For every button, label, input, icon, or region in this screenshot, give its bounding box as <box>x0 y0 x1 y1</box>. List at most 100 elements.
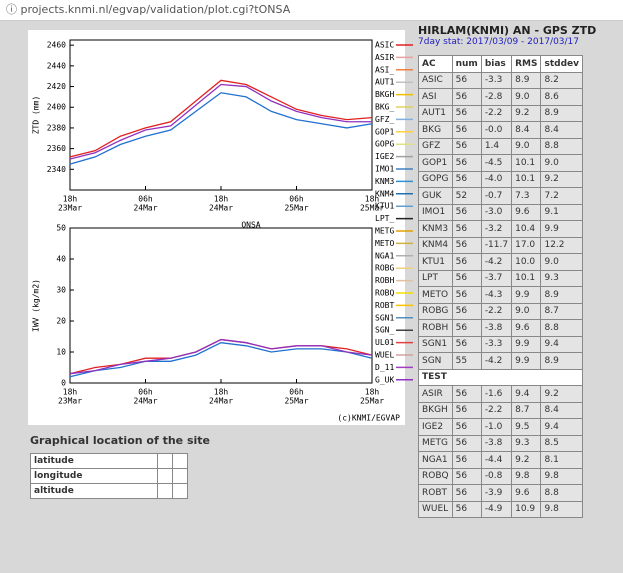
table-cell <box>158 469 172 483</box>
table-cell <box>173 454 187 468</box>
table-cell: 9.0 <box>512 138 541 154</box>
table-cell: 56 <box>452 485 481 501</box>
legend-label: KTU1 <box>375 202 394 211</box>
x-tick-date: 23Mar <box>58 397 82 406</box>
table-cell: -3.9 <box>481 485 512 501</box>
table-cell <box>158 484 172 498</box>
location-table: latitude longitude altitude <box>30 453 188 499</box>
table-cell: 9.1 <box>541 204 582 220</box>
table-cell: 56 <box>452 155 481 171</box>
table-cell: -2.2 <box>481 303 512 319</box>
table-row: GUK 52 -0.7 7.3 7.2 <box>419 188 582 204</box>
url[interactable]: projects.knmi.nl/egvap/validation/plot.c… <box>20 3 291 16</box>
series-line <box>69 79 373 158</box>
table-cell: 56 <box>452 89 481 105</box>
table-cell: TEST <box>419 369 582 385</box>
table-cell: 9.9 <box>512 287 541 303</box>
table-cell: bias <box>481 56 512 72</box>
legend-label: SGN1 <box>375 313 394 322</box>
stats-panel: HIRLAM(KNMI) AN - GPS ZTD 7day stat: 201… <box>418 24 620 518</box>
table-cell: 10.0 <box>512 254 541 270</box>
table-cell: 10.4 <box>512 221 541 237</box>
y-tick-label: 10 <box>56 348 66 357</box>
table-row: METO 56 -4.3 9.9 8.9 <box>419 287 582 303</box>
table-cell: ROBQ <box>419 468 452 484</box>
table-cell: 56 <box>452 270 481 286</box>
address-bar[interactable]: ⓘ projects.knmi.nl/egvap/validation/plot… <box>0 0 623 21</box>
table-cell: NGA1 <box>419 452 452 468</box>
table-cell: 56 <box>452 122 481 138</box>
x-tick-date: 24Mar <box>209 397 233 406</box>
legend-label: NGA1 <box>375 251 394 260</box>
table-row: AC num bias RMS stddev <box>419 56 582 72</box>
y-tick-label: 2420 <box>47 82 66 91</box>
table-cell: KTU1 <box>419 254 452 270</box>
table-cell: 56 <box>452 435 481 451</box>
table-cell: 8.4 <box>541 122 582 138</box>
legend-label: ROBQ <box>375 289 394 298</box>
table-cell: 10.1 <box>512 171 541 187</box>
y-tick-label: 2360 <box>47 144 66 153</box>
table-cell: -3.7 <box>481 270 512 286</box>
table-cell: BKG <box>419 122 452 138</box>
x-tick-date: 24Mar <box>133 204 157 213</box>
table-cell: 9.2 <box>512 452 541 468</box>
table-cell: 9.4 <box>512 386 541 402</box>
table-cell: GUK <box>419 188 452 204</box>
x-tick-date: 24Mar <box>133 397 157 406</box>
legend-label: IMO1 <box>375 165 394 174</box>
x-tick-label: 06h <box>289 195 304 204</box>
table-cell: 8.8 <box>541 485 582 501</box>
legend-label: ASIR <box>375 53 394 62</box>
legend-label: GOP1 <box>375 127 394 136</box>
table-row: GOPG 56 -4.0 10.1 9.2 <box>419 171 582 187</box>
stats-subtitle: 7day stat: 2017/03/09 - 2017/03/17 <box>418 37 580 47</box>
table-cell: 56 <box>452 105 481 121</box>
table-row: altitude <box>31 484 187 498</box>
table-cell: -1.6 <box>481 386 512 402</box>
table-cell: 8.7 <box>512 402 541 418</box>
table-cell: -3.3 <box>481 336 512 352</box>
legend-label: SGN_ <box>375 326 394 335</box>
y-tick-label: 40 <box>56 255 66 264</box>
table-cell: -4.5 <box>481 155 512 171</box>
table-cell: ROBG <box>419 303 452 319</box>
table-cell: 56 <box>452 320 481 336</box>
table-cell: METG <box>419 435 452 451</box>
table-cell: 56 <box>452 138 481 154</box>
legend-label: KNM3 <box>375 177 394 186</box>
table-cell: 56 <box>452 402 481 418</box>
y-axis-label: IWV (kg/m2) <box>32 279 41 332</box>
table-cell: AC <box>419 56 452 72</box>
table-cell: 9.8 <box>512 468 541 484</box>
table-cell: 56 <box>452 501 481 517</box>
table-row: latitude <box>31 454 187 468</box>
x-tick-label: 06h <box>289 388 304 397</box>
stats-title: HIRLAM(KNMI) AN - GPS ZTD <box>418 24 597 37</box>
legend-label: ROBT <box>375 301 394 310</box>
table-cell: 9.2 <box>512 105 541 121</box>
table-cell: 10.1 <box>512 155 541 171</box>
table-row: GOP1 56 -4.5 10.1 9.0 <box>419 155 582 171</box>
table-cell: 56 <box>452 287 481 303</box>
table-cell: RMS <box>512 56 541 72</box>
table-cell: 8.9 <box>512 72 541 88</box>
station-label: ONSA <box>241 221 260 230</box>
table-row: SGN 55 -4.2 9.9 8.9 <box>419 353 582 369</box>
table-cell: altitude <box>31 484 157 498</box>
legend-label: ASI_ <box>375 65 394 74</box>
table-cell: 7.2 <box>541 188 582 204</box>
table-cell: IMO1 <box>419 204 452 220</box>
table-cell: -1.0 <box>481 419 512 435</box>
legend-label: ROBG <box>375 264 394 273</box>
legend-label: ROBH <box>375 276 394 285</box>
table-cell: 56 <box>452 171 481 187</box>
table-cell: 8.5 <box>541 435 582 451</box>
table-cell: 8.2 <box>541 72 582 88</box>
table-cell: ASIR <box>419 386 452 402</box>
table-cell: 9.9 <box>512 353 541 369</box>
table-cell: 8.1 <box>541 452 582 468</box>
table-cell: stddev <box>541 56 582 72</box>
table-cell: 9.5 <box>512 419 541 435</box>
series-line <box>69 342 373 378</box>
